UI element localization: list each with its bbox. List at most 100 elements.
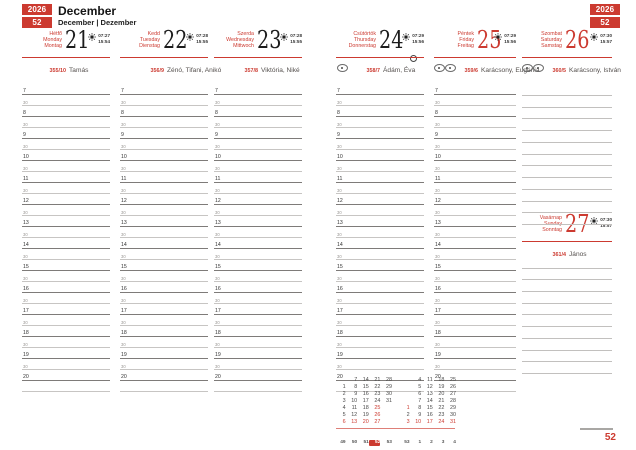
half-hour-line: 30: [120, 249, 208, 260]
year-week-box-left: 2026 52: [22, 4, 52, 29]
half-hour-line: 30: [120, 315, 208, 326]
mini-date: 11: [427, 377, 433, 383]
mini-month-row: 2 9 16 23 30: [398, 412, 456, 419]
dow-hu: Péntek: [457, 31, 475, 37]
hour-line: 17: [22, 304, 110, 315]
hour-line: 12: [22, 194, 110, 205]
sunrise-time: 07:27: [98, 33, 110, 38]
mini-date: 5: [342, 412, 346, 418]
day-header-monday: Hétfő Monday Montag 21 07:27 15:54 355/1…: [22, 27, 110, 74]
mini-date: 19: [362, 412, 369, 418]
hour-line: 14: [22, 238, 110, 249]
mini-date: 27: [449, 391, 456, 397]
half-hour-line: 30: [22, 139, 110, 150]
mini-date: 17: [426, 419, 433, 425]
footer-rule: [580, 427, 613, 431]
header-underline: [434, 56, 516, 58]
note-line: [522, 257, 612, 269]
half-hour-line: 30: [214, 315, 302, 326]
half-hour-line: 30: [120, 205, 208, 216]
half-hour-line: 30: [22, 293, 110, 304]
note-line: [522, 96, 612, 108]
hour-line: 7: [120, 84, 208, 95]
sun-icon: [88, 33, 97, 41]
sunrise-time: 07:28: [196, 33, 208, 38]
hour-line: 13: [120, 216, 208, 227]
hour-line: 11: [214, 172, 302, 183]
hour-line: 9: [214, 128, 302, 139]
week-number: 53: [404, 439, 410, 445]
day-header-thursday: Csütörtök Thursday Donnerstag 24 07:29 1…: [336, 27, 424, 74]
mini-date: 16: [362, 391, 369, 397]
sunrise-time: 07:30: [600, 33, 612, 38]
mini-date: [398, 391, 410, 398]
half-hour-line: [22, 381, 110, 392]
hour-line: 18: [434, 326, 516, 337]
half-hour-line: 30: [120, 139, 208, 150]
mini-date: 12: [351, 412, 358, 418]
year-label: 2026: [590, 4, 620, 15]
half-hour-line: 30: [336, 117, 424, 128]
half-hour-line: 30: [120, 337, 208, 348]
sunset-time: 15:56: [412, 38, 424, 44]
day-of-year: 357/8: [244, 68, 259, 74]
hour-line: 8: [214, 106, 302, 117]
half-hour-line: [336, 381, 424, 392]
mini-date: 31: [449, 419, 456, 425]
hour-line: 8: [336, 106, 424, 117]
half-hour-line: 30: [434, 205, 516, 216]
mini-date: 24: [438, 419, 445, 425]
mini-date: 9: [354, 391, 358, 397]
mini-date: 1: [406, 405, 410, 411]
half-hour-line: 30: [434, 293, 516, 304]
half-hour-line: 30: [22, 249, 110, 260]
header-underline: [214, 56, 302, 58]
day-of-year: 361/4: [552, 252, 567, 258]
mini-date: 9: [418, 412, 422, 418]
note-line: [522, 155, 612, 167]
day-header-wednesday: Szerda Wednesday Mittwoch 23 07:28 15:55…: [214, 27, 302, 74]
hour-line: 7: [214, 84, 302, 95]
mini-date: 14: [426, 398, 433, 404]
hour-line: 10: [120, 150, 208, 161]
mini-date: [380, 419, 392, 426]
hour-line: 7: [22, 84, 110, 95]
hour-line: 17: [120, 304, 208, 315]
dow-hu: Szombat: [541, 31, 562, 37]
mini-date: 21: [374, 377, 381, 383]
month-subtitle: December | Dezember: [58, 17, 137, 27]
note-line: [522, 351, 612, 363]
mini-date: 14: [362, 377, 369, 383]
mini-date: 18: [438, 377, 445, 383]
sunset-time: 15:55: [290, 38, 302, 44]
half-hour-line: 30: [22, 117, 110, 128]
mini-month-grid: 4 11 18 25 5 12 19 26 6 13 20 27 7 14 21 28 1 8 15 22 29 2 9 16…: [398, 377, 456, 426]
half-hour-line: 30: [214, 249, 302, 260]
dow-en: Wednesday: [226, 37, 254, 44]
week-number-group: 53 1 2 3 4: [398, 430, 456, 448]
day-number: 22: [163, 25, 188, 54]
half-hour-line: 30: [120, 293, 208, 304]
hour-line: 14: [120, 238, 208, 249]
mini-date: 30: [385, 391, 392, 397]
day-header-tuesday: Kedd Tuesday Dienstag 22 07:28 15:55 356…: [120, 25, 221, 74]
half-hour-line: [120, 381, 208, 392]
header-underline: [522, 56, 612, 58]
mini-calendar-divider: [336, 427, 455, 429]
sun-icon: [590, 33, 599, 41]
day-of-year: 359/6: [464, 68, 479, 74]
hour-line: 17: [214, 304, 302, 315]
hour-line: 8: [120, 106, 208, 117]
half-hour-line: 30: [214, 359, 302, 370]
week-number: 50: [351, 439, 358, 445]
mini-month-grid: 7 14 21 28 1 8 15 22 29 2 9 16 23 30 3 10 17 24 31 4 11 18 25 5…: [334, 377, 392, 426]
holiday-icon: [337, 64, 348, 72]
week-label: 52: [590, 16, 620, 28]
schedule-column-tuesday: 7 30 8 30 9 30 10 30 11 30 12 30 13 30 14 30 15 30 16 30 17 3…: [120, 84, 208, 392]
hour-line: 16: [434, 282, 516, 293]
mini-date: 1: [342, 384, 346, 390]
hour-line: 9: [434, 128, 516, 139]
dow-de: Dienstag: [139, 43, 160, 50]
week-number: 49: [340, 439, 346, 445]
name-day: Zénó, Tifani, Anikó: [167, 67, 222, 74]
